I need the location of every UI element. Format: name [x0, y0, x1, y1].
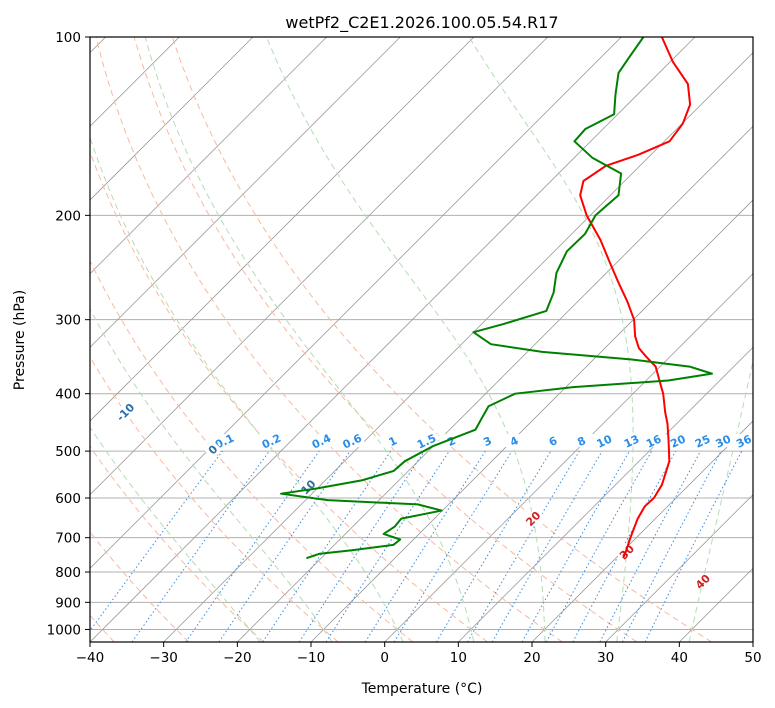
label-background [693, 574, 712, 588]
x-tick-label: −10 [297, 650, 326, 666]
label-background [296, 475, 320, 499]
mixing-ratio-line [521, 450, 630, 642]
mixing-ratio-line [435, 450, 552, 642]
mixing-ratio-label: 25 [693, 432, 712, 450]
y-tick-label: 700 [55, 531, 81, 547]
y-tick-label: 1000 [47, 622, 81, 638]
mixing-ratio-line [185, 450, 320, 642]
isotherm-line [458, 346, 753, 642]
mixing-ratio-line [90, 450, 223, 632]
isotherm-line [90, 37, 548, 496]
mixing-ratio-line [364, 450, 486, 642]
isotherm-line [752, 641, 753, 642]
x-axis-label: Temperature (°C) [361, 681, 483, 697]
mixing-ratio-line [218, 450, 351, 642]
label-background [524, 511, 543, 525]
mixing-ratio-line [545, 450, 653, 642]
plot-area [90, 37, 753, 642]
y-axis-label: Pressure (hPa) [12, 290, 28, 390]
label-background [569, 434, 594, 448]
label-background [592, 434, 617, 448]
y-tick-label: 300 [55, 313, 81, 329]
isotherm-line [90, 37, 696, 642]
x-tick-label: 0 [380, 650, 389, 666]
dewpoint-profile-line [280, 37, 713, 560]
x-tick-label: −20 [223, 650, 252, 666]
y-tick-label: 200 [55, 208, 81, 224]
x-tick-label: 30 [597, 650, 614, 666]
axis-ticks: −40 −30 −20 −10 0 10 20 30 40 50 100 200 300 400 500 60… [47, 30, 762, 666]
mixing-ratio-line [131, 450, 270, 642]
y-tick-label: 800 [55, 565, 81, 581]
background-grid [90, 37, 753, 642]
mixing-ratio-line [467, 450, 580, 642]
label-background [619, 434, 644, 448]
isotherm-line [90, 37, 475, 422]
isotherm-line [90, 37, 327, 275]
mixing-ratio-label: 10 [595, 432, 615, 450]
isotherm-line [384, 273, 753, 642]
label-background [641, 434, 666, 448]
mixing-ratio-label: 36 [734, 432, 754, 450]
mixing-ratio-label: 16 [644, 432, 664, 450]
label-background [475, 434, 500, 448]
y-tick-label: 400 [55, 387, 81, 403]
isotherm-line [163, 52, 753, 642]
isotherm-line [90, 37, 254, 201]
isotherm-line [90, 37, 401, 348]
label-background [31, 360, 59, 388]
sounding-series [280, 37, 713, 560]
dry-adiabat-line [90, 445, 264, 642]
mixing-ratio-label: 13 [622, 432, 641, 450]
mixing-ratio-line [572, 450, 677, 642]
label-background [711, 434, 736, 448]
chart-title: wetPf2_C2E1.2026.100.05.54.R17 [285, 13, 558, 33]
y-tick-label: 900 [55, 595, 81, 611]
x-tick-label: −40 [76, 650, 105, 666]
label-background [540, 434, 565, 448]
dry-adiabat-line [90, 259, 414, 642]
x-tick-label: 40 [671, 650, 688, 666]
label-background [212, 434, 237, 448]
x-tick-label: 50 [744, 650, 761, 666]
dry-adiabat-label: -20 [34, 363, 57, 386]
temperature-profile-line [579, 37, 692, 559]
label-background [259, 434, 284, 448]
isotherm-line [310, 199, 753, 642]
label-background [731, 434, 753, 448]
isotherm-line [90, 37, 622, 569]
dry-adiabat-line [171, 37, 712, 642]
label-background [414, 434, 439, 448]
moist-adiabat-line [266, 37, 546, 642]
moist-adiabat-line [90, 426, 261, 642]
y-tick-label: 100 [55, 30, 81, 46]
label-background [380, 434, 405, 448]
label-background [110, 397, 140, 426]
label-background [203, 440, 222, 459]
isotherm-line [237, 125, 753, 642]
y-tick-label: 600 [55, 491, 81, 507]
moist-adiabat-line [90, 308, 333, 642]
x-tick-label: 10 [450, 650, 467, 666]
label-background [340, 434, 365, 448]
label-background [309, 434, 334, 448]
x-tick-label: 20 [523, 650, 540, 666]
mixing-ratio-label: 20 [668, 432, 688, 450]
label-background [502, 434, 527, 448]
isotherm-line [605, 494, 753, 642]
dry-adiabat-line [95, 37, 563, 642]
y-tick-label: 500 [55, 444, 81, 460]
moist-adiabat-line [144, 37, 475, 642]
moist-adiabat-line [688, 358, 753, 642]
mixing-ratio-line [491, 450, 603, 642]
mixing-ratio-label: 30 [714, 432, 734, 450]
isotherm-line [531, 420, 753, 642]
label-background [690, 434, 715, 448]
label-background [665, 434, 690, 448]
plot-frame [89, 36, 754, 643]
x-tick-label: −30 [149, 650, 178, 666]
mixing-ratio-line [393, 450, 513, 642]
dry-adiabat-line [133, 37, 638, 642]
